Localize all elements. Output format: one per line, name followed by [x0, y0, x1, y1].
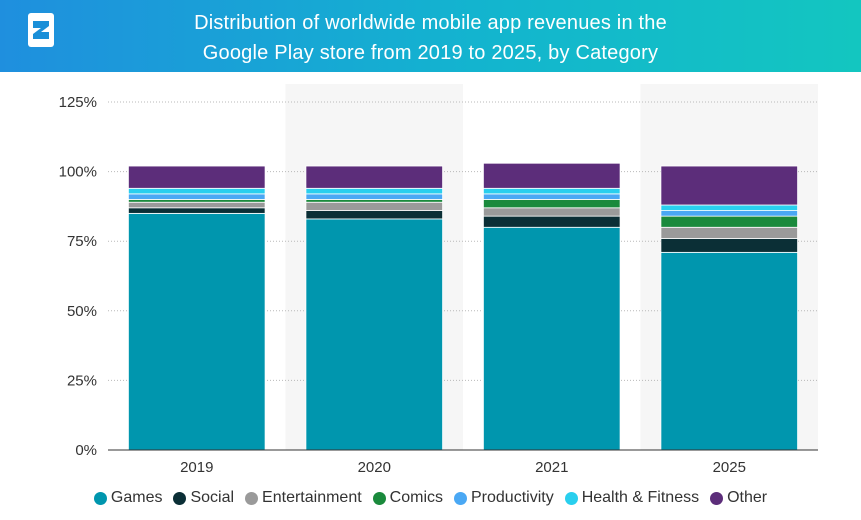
legend-swatch [564, 491, 578, 505]
bar-segment-comics [305, 199, 443, 203]
legend-swatch [93, 491, 107, 505]
x-tick-label: 2025 [713, 459, 746, 476]
bar-segment-other [483, 162, 621, 189]
legend-label: Productivity [471, 489, 554, 506]
bar-segment-productivity [483, 193, 621, 200]
bar-segment-games [660, 251, 798, 451]
legend-item[interactable]: Productivity [454, 489, 554, 507]
bar-segment-games [128, 212, 266, 451]
bar-segment-entertainment [305, 201, 443, 211]
legend-swatch [454, 491, 467, 505]
bar-segment-entertainment [128, 201, 266, 209]
bar-segment-games [483, 226, 621, 451]
bar-segment-entertainment [660, 226, 798, 239]
legend-item[interactable]: Health & Fitness [564, 489, 700, 507]
x-tick-label: 2019 [180, 459, 213, 476]
statista-logo-icon [28, 13, 54, 47]
legend-item[interactable]: Entertainment [245, 489, 362, 507]
legend-label: Social [190, 489, 235, 506]
x-tick-label: 2021 [535, 459, 568, 476]
chart-title-line-1: Distribution of worldwide mobile app rev… [194, 12, 667, 34]
bar-segment-social [660, 238, 798, 253]
bar-segment-social [483, 215, 621, 228]
legend-swatch [710, 491, 724, 505]
x-tick-label: 2020 [358, 459, 391, 476]
bar-segment-health-fitness [660, 204, 798, 211]
bar-segment-entertainment [483, 207, 621, 217]
y-tick-label: 75% [67, 233, 97, 250]
bar-segment-other [660, 165, 798, 206]
chart-header: Distribution of worldwide mobile app rev… [0, 0, 861, 72]
bar-segment-social [305, 210, 443, 220]
legend-item[interactable]: Other [710, 489, 767, 507]
legend-swatch [372, 491, 386, 505]
y-tick-label: 100% [59, 164, 97, 181]
y-tick-label: 0% [75, 442, 97, 459]
bar-segment-health-fitness [305, 187, 443, 195]
legend-item[interactable]: Games [93, 489, 163, 507]
chart-title-line-2: Google Play store from 2019 to 2025, by … [202, 42, 659, 64]
y-tick-label: 125% [59, 94, 97, 111]
bar-segment-comics [660, 215, 798, 228]
legend-label: Comics [389, 489, 443, 506]
legend-item[interactable]: Comics [372, 489, 443, 507]
legend-swatch [173, 491, 187, 505]
bar-segment-health-fitness [128, 187, 266, 195]
legend-label: Games [110, 489, 163, 506]
legend-label: Other [727, 489, 768, 506]
legend-label: Entertainment [262, 489, 362, 506]
y-tick-label: 50% [67, 303, 97, 320]
bar-segment-health-fitness [483, 187, 621, 195]
stacked-bar-chart: 0% 25% 50% 75% 100% 125% 2019 2020 2021 2025 [59, 84, 818, 476]
bar-segment-comics [128, 199, 266, 203]
bar-segment-social [128, 207, 266, 214]
legend-item[interactable]: Social [173, 489, 234, 507]
bar-segment-comics [483, 199, 621, 209]
bar-segment-productivity [305, 193, 443, 200]
bar-segment-other [305, 165, 443, 189]
bar-segment-games [305, 218, 443, 451]
legend-swatch [245, 491, 259, 505]
bar-segment-productivity [660, 210, 798, 217]
chart-title: Distribution of worldwide mobile app rev… [100, 8, 761, 68]
bar-segment-productivity [128, 193, 266, 200]
bar-segment-other [128, 165, 266, 189]
chart-legend: Games Social Entertainment Comics Productivi… [0, 487, 861, 509]
legend-label: Health & Fitness [581, 489, 700, 506]
y-tick-label: 25% [67, 372, 97, 389]
